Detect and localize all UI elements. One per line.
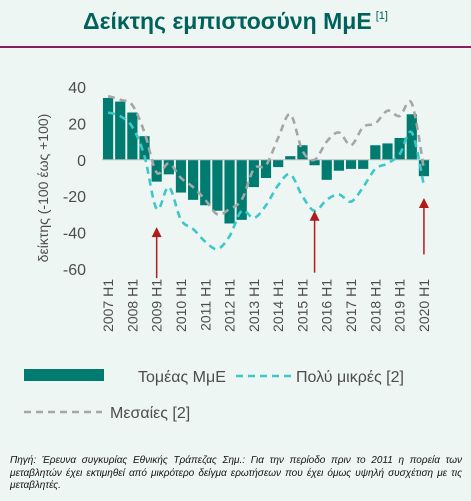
x-tick-labels: 2007 H1 2008 H1 2009 H1 2010 H1 2011 H1 2012 … [100, 279, 432, 332]
legend-label: Πολύ μικρές [2] [296, 369, 404, 386]
title-footnote-ref: [1] [375, 10, 388, 22]
y-tick-label: -20 [63, 189, 86, 206]
x-tick-label: 2020 H1 [416, 279, 432, 332]
bar [248, 159, 259, 188]
chart-title-text: Δείκτης εμπιστοσύνη ΜμΕ [83, 8, 372, 34]
bar [382, 143, 393, 160]
x-tick-label: 2011 H1 [197, 279, 213, 331]
x-tick-label: 2016 H1 [319, 279, 335, 332]
bar [418, 159, 430, 177]
bar [358, 159, 369, 169]
bar [406, 114, 417, 160]
x-tick-label: 2009 H1 [149, 279, 165, 332]
bar [115, 101, 126, 160]
bar [212, 159, 223, 211]
legend-label: Μεσαίες [2] [110, 405, 190, 422]
x-tick-label: 2007 H1 [100, 279, 116, 332]
x-tick-label: 2015 H1 [294, 279, 310, 332]
x-tick-label: 2014 H1 [270, 279, 286, 332]
title-divider [0, 46, 471, 48]
bar [321, 159, 332, 180]
line-series [107, 94, 426, 251]
bar [127, 112, 138, 160]
chart-title: Δείκτης εμπιστοσύνη ΜμΕ [1] [0, 8, 471, 35]
bar [224, 159, 235, 224]
x-tick-label: 2013 H1 [246, 279, 262, 332]
source-note: Πηγή: Έρευνα συγκυρίας Εθνικής Τράπεζας … [10, 455, 462, 491]
bar [285, 156, 296, 160]
legend-label: Τομέας ΜμΕ [138, 369, 226, 386]
line-very-small-firms [107, 111, 426, 251]
bar [102, 97, 114, 160]
x-tick-label: 2017 H1 [343, 279, 359, 332]
y-tick-label: -40 [63, 226, 86, 243]
arrow-head [151, 227, 162, 238]
y-tick-label: 20 [68, 116, 86, 133]
y-tick-label: 40 [68, 80, 86, 97]
legend: Τομέας ΜμΕ Πολύ μικρές [2] Μεσαίες [2] [24, 369, 404, 422]
arrow-head [309, 210, 320, 221]
bar [260, 159, 272, 178]
bar [273, 159, 284, 168]
bar [370, 145, 381, 160]
y-tick-label: 0 [77, 153, 86, 170]
bar [394, 137, 405, 160]
bar [200, 159, 211, 206]
bar [163, 159, 174, 175]
arrow-head [418, 198, 429, 209]
line-medium-firms [107, 94, 426, 216]
bar [345, 159, 357, 169]
bar [139, 136, 150, 160]
bar [309, 159, 320, 166]
bar [188, 159, 199, 200]
chart-area: δείκτης (-100 έως +100) 40 20 0 -20 -40 -60 2… [24, 80, 432, 422]
y-tick-label: -60 [63, 262, 86, 279]
y-axis-label: δείκτης (-100 έως +100) [35, 114, 51, 263]
x-tick-label: 2008 H1 [124, 279, 140, 332]
x-tick-label: 2018 H1 [367, 279, 383, 332]
x-tick-label: 2012 H1 [222, 279, 238, 332]
x-tick-label: 2010 H1 [173, 279, 189, 332]
bar [236, 159, 247, 220]
bar [333, 159, 344, 171]
x-tick-label: 2019 H1 [392, 279, 408, 332]
annotation-arrows [151, 198, 429, 279]
y-tick-labels: 40 20 0 -20 -40 -60 [63, 80, 86, 279]
legend-swatch-bar [24, 369, 104, 381]
